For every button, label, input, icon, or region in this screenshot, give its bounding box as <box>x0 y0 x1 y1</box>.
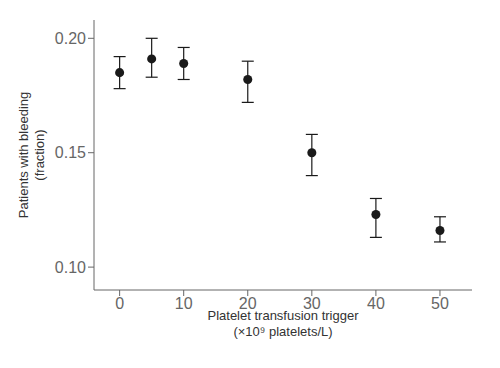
svg-text:30: 30 <box>303 295 321 312</box>
svg-text:Patients with bleeding(fractio: Patients with bleeding(fraction) <box>16 92 47 218</box>
svg-text:0.10: 0.10 <box>55 259 86 276</box>
svg-text:10: 10 <box>175 295 193 312</box>
svg-text:20: 20 <box>239 295 257 312</box>
svg-text:50: 50 <box>431 295 449 312</box>
svg-text:0.20: 0.20 <box>55 30 86 47</box>
svg-text:0: 0 <box>115 295 124 312</box>
svg-text:0.15: 0.15 <box>55 144 86 161</box>
svg-text:40: 40 <box>367 295 385 312</box>
svg-text:Platelet transfusion trigger(×: Platelet transfusion trigger(×10⁹ platel… <box>207 308 359 339</box>
